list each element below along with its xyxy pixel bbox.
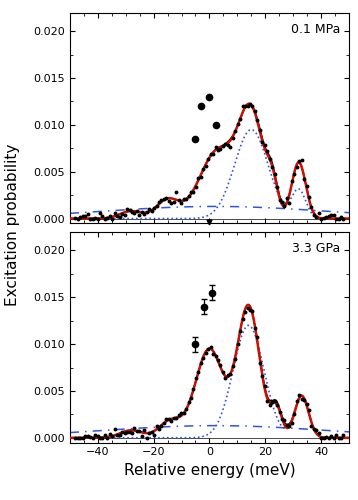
Text: Excitation probability: Excitation probability: [5, 144, 20, 306]
X-axis label: Relative energy (meV): Relative energy (meV): [124, 463, 295, 478]
Text: 0.1 MPa: 0.1 MPa: [291, 23, 341, 36]
Text: 3.3 GPa: 3.3 GPa: [292, 242, 341, 256]
